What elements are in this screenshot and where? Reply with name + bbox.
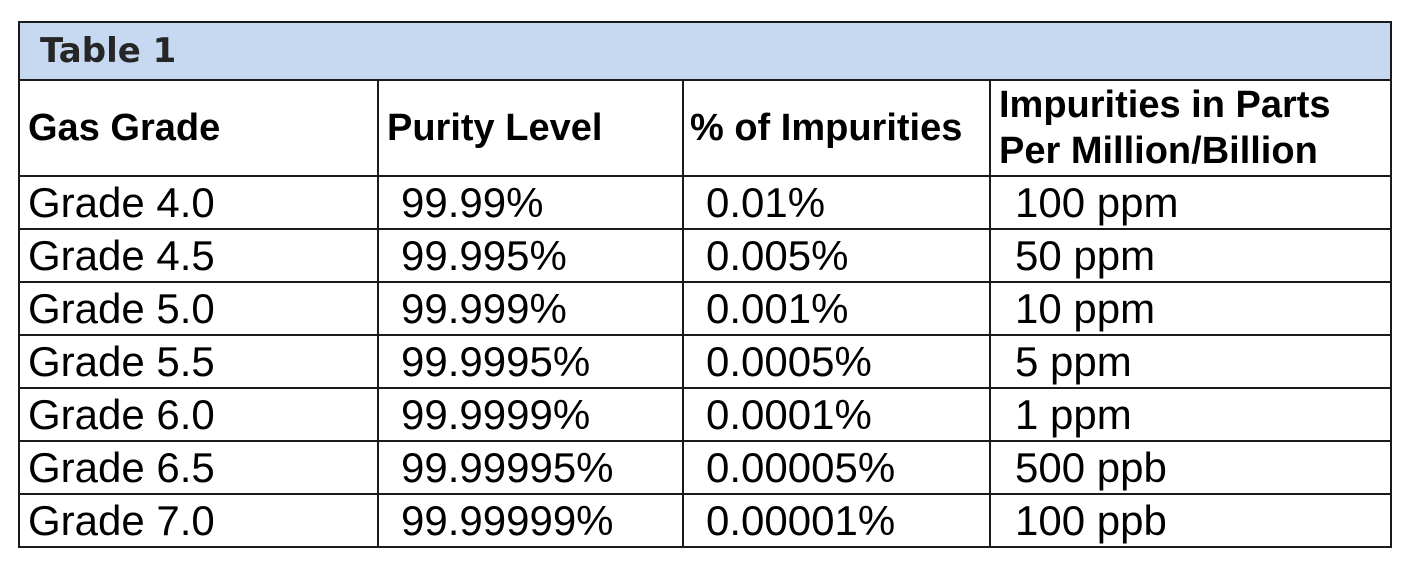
- gas-grade-table-container: Table 1 Gas Grade Purity Level % of Impu…: [18, 21, 1392, 548]
- cell-purity-level: 99.9999%: [377, 387, 684, 442]
- table-row: Grade 4.0 99.99% 0.01% 100 ppm: [18, 175, 1392, 230]
- cell-gas-grade: Grade 6.0: [18, 387, 379, 442]
- cell-purity-level: 99.99999%: [377, 493, 684, 548]
- table-row: Grade 4.5 99.995% 0.005% 50 ppm: [18, 228, 1392, 283]
- table-row: Grade 6.5 99.99995% 0.00005% 500 ppb: [18, 440, 1392, 495]
- table-title: Table 1: [18, 21, 1392, 81]
- table-header-row: Gas Grade Purity Level % of Impurities I…: [18, 79, 1392, 177]
- cell-impurities-ppm-ppb: 500 ppb: [989, 440, 1392, 495]
- cell-percent-impurities: 0.01%: [682, 175, 991, 230]
- cell-purity-level: 99.99995%: [377, 440, 684, 495]
- header-gas-grade: Gas Grade: [18, 79, 379, 177]
- cell-impurities-ppm-ppb: 5 ppm: [989, 334, 1392, 389]
- cell-percent-impurities: 0.00001%: [682, 493, 991, 548]
- header-purity-level: Purity Level: [377, 79, 684, 177]
- cell-impurities-ppm-ppb: 10 ppm: [989, 281, 1392, 336]
- cell-percent-impurities: 0.00005%: [682, 440, 991, 495]
- cell-gas-grade: Grade 5.5: [18, 334, 379, 389]
- cell-purity-level: 99.99%: [377, 175, 684, 230]
- cell-percent-impurities: 0.0001%: [682, 387, 991, 442]
- cell-purity-level: 99.999%: [377, 281, 684, 336]
- table-row: Grade 5.0 99.999% 0.001% 10 ppm: [18, 281, 1392, 336]
- cell-gas-grade: Grade 6.5: [18, 440, 379, 495]
- table-body: Grade 4.0 99.99% 0.01% 100 ppm Grade 4.5 99.9…: [18, 175, 1392, 548]
- cell-gas-grade: Grade 5.0: [18, 281, 379, 336]
- cell-impurities-ppm-ppb: 100 ppb: [989, 493, 1392, 548]
- table-title-row: Table 1: [18, 21, 1392, 81]
- header-impurities-ppm-ppb: Impurities in Parts Per Million/Billion: [989, 79, 1392, 177]
- cell-percent-impurities: 0.0005%: [682, 334, 991, 389]
- cell-purity-level: 99.995%: [377, 228, 684, 283]
- cell-gas-grade: Grade 4.5: [18, 228, 379, 283]
- cell-gas-grade: Grade 7.0: [18, 493, 379, 548]
- cell-percent-impurities: 0.001%: [682, 281, 991, 336]
- cell-impurities-ppm-ppb: 1 ppm: [989, 387, 1392, 442]
- table-row: Grade 7.0 99.99999% 0.00001% 100 ppb: [18, 493, 1392, 548]
- cell-purity-level: 99.9995%: [377, 334, 684, 389]
- cell-percent-impurities: 0.005%: [682, 228, 991, 283]
- table-row: Grade 5.5 99.9995% 0.0005% 5 ppm: [18, 334, 1392, 389]
- gas-grade-table: Table 1 Gas Grade Purity Level % of Impu…: [18, 21, 1392, 548]
- table-row: Grade 6.0 99.9999% 0.0001% 1 ppm: [18, 387, 1392, 442]
- header-percent-impurities: % of Impurities: [682, 79, 991, 177]
- cell-impurities-ppm-ppb: 100 ppm: [989, 175, 1392, 230]
- cell-impurities-ppm-ppb: 50 ppm: [989, 228, 1392, 283]
- cell-gas-grade: Grade 4.0: [18, 175, 379, 230]
